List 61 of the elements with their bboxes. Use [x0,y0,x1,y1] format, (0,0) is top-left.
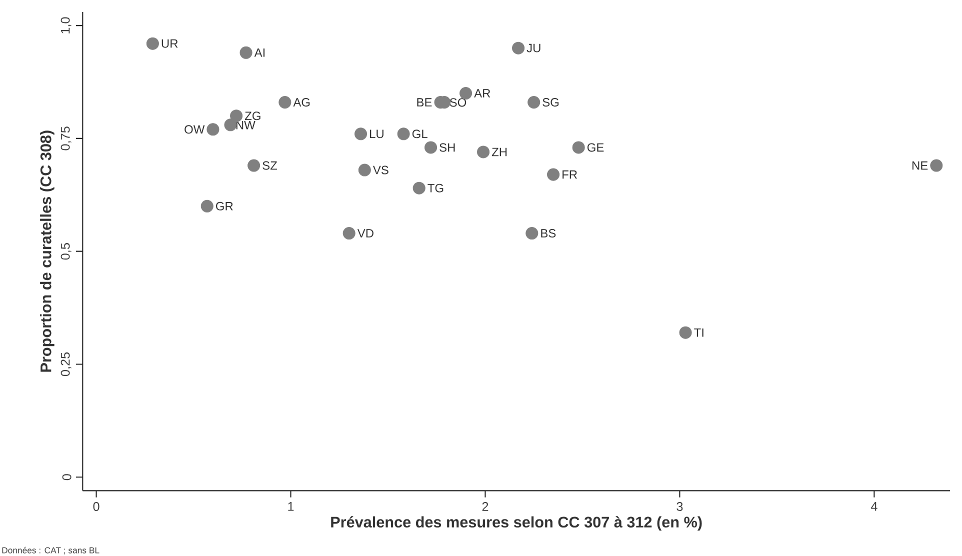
annotation: OW [184,125,205,134]
point [930,159,943,172]
point [230,110,243,122]
annotation: GE [587,143,604,152]
annotation: GL [412,130,428,138]
y-tick-label: 0,25 [60,352,72,376]
x-tick-label: 3 [676,502,683,512]
annotation: ZG [244,112,260,120]
point [206,123,220,136]
annotation: BE [417,98,432,106]
point [278,96,292,109]
x-axis-title: Prévalence des mesures selon CC 307 à 312 (en %) [331,516,702,531]
point [248,159,260,172]
x-tick-label: 4 [870,502,878,511]
annotation: SG [542,98,559,107]
point [528,96,540,109]
y-axis-title: Proportion de curatelles (CC 308) [40,130,54,372]
annotation: JU [526,44,540,52]
x-tick-label: 0 [93,502,100,512]
annotation: VS [372,166,388,174]
point [477,146,490,158]
point [460,87,472,100]
annotation: NW [236,121,256,130]
annotation: FR [562,170,578,179]
y-tick-label: 0 [62,474,72,480]
point [224,118,237,132]
point [354,128,368,140]
point [526,226,538,240]
point [200,200,214,212]
annotation: AI [254,48,265,57]
annotation: SH [440,143,455,152]
annotation: UR [162,39,178,48]
point [358,164,371,176]
point [424,141,438,154]
annotation: AG [293,98,310,107]
annotation: GR [216,202,233,210]
point [240,46,252,59]
annotation: BS [541,229,556,238]
annotation: SZ [262,161,278,170]
point [342,226,356,240]
annotation: SO [450,98,466,107]
annotation: LU [370,130,384,138]
x-tick-label: 1 [288,502,294,511]
point [572,141,585,154]
point [412,182,426,194]
y-tick-label: 0,5 [60,243,72,260]
y-tick-label: 1,0 [60,17,72,34]
annotation: AR [474,89,490,98]
point [547,168,560,181]
x-tick-label: 2 [482,502,488,511]
point [512,42,525,54]
point [146,37,159,50]
point [397,128,410,140]
annotation: NE [912,161,928,170]
annotation: TG [428,184,444,192]
annotation: ZH [492,148,507,156]
annotation: TI [694,328,704,337]
point [679,326,692,339]
text: Données : CAT ; sans BL [2,546,100,554]
annotation: VD [357,229,374,238]
y-tick-label: 0,75 [60,126,72,150]
